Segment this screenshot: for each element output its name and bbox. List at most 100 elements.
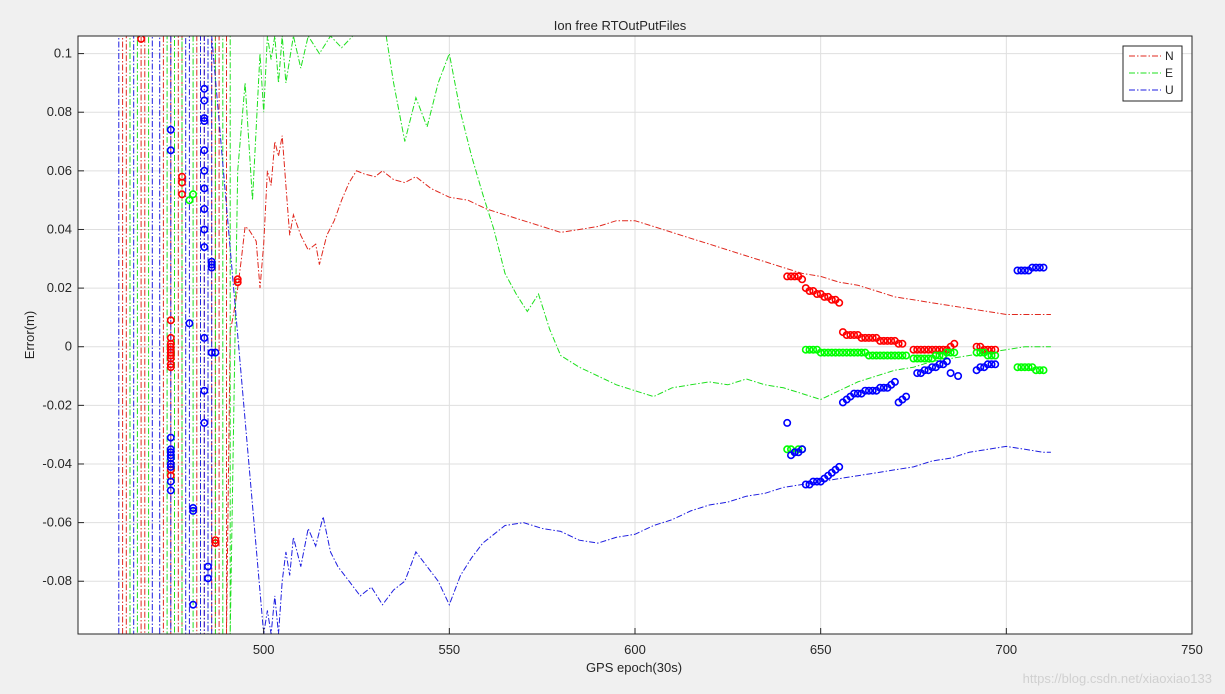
y-axis: -0.08 -0.06 -0.04 -0.02 0 0.02 0.04 0.06 0.08 0.1 [42, 46, 84, 588]
data-point [946, 348, 955, 357]
data-point [211, 348, 220, 357]
chart-title: Ion free RTOutPutFiles [554, 18, 687, 33]
data-point [200, 386, 209, 395]
data-point [850, 389, 859, 398]
data-point [857, 348, 866, 357]
data-point [942, 348, 951, 357]
data-point [879, 336, 888, 345]
y-tick-label: -0.06 [42, 515, 72, 530]
legend-label-e: E [1165, 66, 1173, 80]
legend-label-n: N [1165, 49, 1174, 63]
data-point [835, 348, 844, 357]
data-point [887, 336, 896, 345]
data-point [983, 360, 992, 369]
data-point [816, 348, 825, 357]
data-point [166, 316, 175, 325]
data-point [864, 333, 873, 342]
legend[interactable]: NEU [1122, 45, 1183, 102]
data-point [166, 486, 175, 495]
data-point [1035, 263, 1044, 272]
data-point [883, 336, 892, 345]
data-point [178, 190, 187, 199]
data-point [801, 480, 810, 489]
data-point [805, 345, 814, 354]
data-point [935, 351, 944, 360]
data-point [1032, 366, 1041, 375]
data-point [1013, 266, 1022, 275]
watermark-text: https://blog.csdn.net/xiaoxiao133 [1023, 671, 1212, 686]
data-point [790, 272, 799, 281]
data-point [954, 371, 963, 380]
data-point [812, 477, 821, 486]
data-point [868, 386, 877, 395]
data-point [207, 260, 216, 269]
data-point [991, 360, 1000, 369]
data-point [920, 354, 929, 363]
data-point [166, 462, 175, 471]
data-point [916, 345, 925, 354]
data-point [879, 383, 888, 392]
data-point [827, 348, 836, 357]
data-point [1039, 263, 1048, 272]
x-tick-label: 600 [624, 642, 646, 657]
data-point [950, 348, 959, 357]
y-tick-label: 0.1 [54, 46, 72, 61]
data-point [1017, 363, 1026, 372]
y-tick-label: 0.06 [47, 163, 72, 178]
y-tick-label: -0.08 [42, 573, 72, 588]
data-point [846, 348, 855, 357]
data-point [805, 286, 814, 295]
data-point [872, 351, 881, 360]
y-tick-label: -0.04 [42, 456, 72, 471]
y-tick-label: 0 [65, 339, 72, 354]
data-point [798, 445, 807, 454]
data-point [166, 360, 175, 369]
data-point [898, 339, 907, 348]
data-point [200, 84, 209, 93]
data-point [894, 339, 903, 348]
data-point [204, 574, 213, 583]
data-point [827, 295, 836, 304]
data-point [876, 383, 885, 392]
data-point [207, 348, 216, 357]
data-point [831, 348, 840, 357]
data-point [233, 275, 242, 284]
data-point [983, 351, 992, 360]
data-point [1032, 263, 1041, 272]
data-point [864, 351, 873, 360]
data-point [850, 330, 859, 339]
data-point [185, 196, 194, 205]
data-point [200, 96, 209, 105]
series-line-n [122, 36, 1051, 634]
x-tick-label: 550 [438, 642, 460, 657]
data-point [809, 477, 818, 486]
data-point [976, 348, 985, 357]
data-point [924, 354, 933, 363]
data-point [924, 345, 933, 354]
data-point [783, 418, 792, 427]
data-point [786, 272, 795, 281]
data-point [987, 351, 996, 360]
data-point [166, 125, 175, 134]
data-point [838, 348, 847, 357]
data-point [942, 357, 951, 366]
data-point [913, 354, 922, 363]
data-point [853, 389, 862, 398]
data-point [801, 345, 810, 354]
data-point [166, 477, 175, 486]
data-point [820, 348, 829, 357]
data-point [166, 451, 175, 460]
markers-u [166, 84, 1048, 609]
data-point [783, 445, 792, 454]
data-point [991, 351, 1000, 360]
data-point [200, 243, 209, 252]
legend-label-u: U [1165, 83, 1174, 97]
data-point [857, 333, 866, 342]
marker-layer [137, 36, 1048, 609]
data-point [200, 333, 209, 342]
data-point [850, 348, 859, 357]
data-point [913, 345, 922, 354]
data-point [211, 539, 220, 548]
data-point [890, 351, 899, 360]
data-point [920, 366, 929, 375]
